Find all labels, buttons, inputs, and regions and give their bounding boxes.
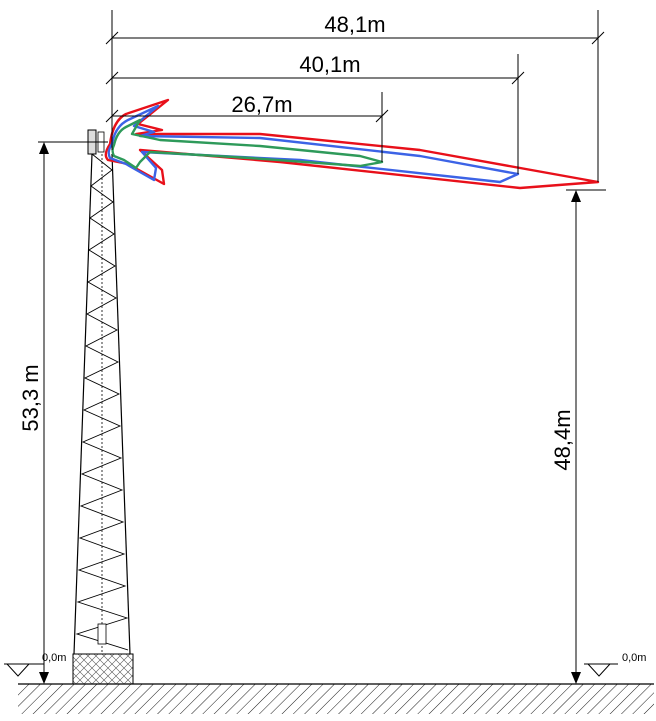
dim-label-green-width: 26,7m bbox=[231, 92, 292, 117]
dim-label-beam-end-height: 48,4m bbox=[550, 409, 575, 470]
beam-end-height-dimension bbox=[566, 189, 606, 684]
ground-hatch bbox=[18, 684, 654, 714]
tower-right-leg bbox=[111, 153, 131, 655]
tower-foundation bbox=[72, 653, 134, 685]
dim-label-blue-width: 40,1m bbox=[299, 52, 360, 77]
dim-40-tick-left bbox=[105, 71, 119, 85]
tower-height-arrow-down bbox=[39, 672, 49, 684]
dim-26-tick-left bbox=[105, 109, 119, 123]
tower-height-dimension bbox=[38, 141, 108, 684]
level-label-right: 0,0m bbox=[622, 652, 646, 664]
lattice-tower bbox=[72, 129, 134, 685]
ground bbox=[18, 683, 654, 714]
beam-pattern-red bbox=[104, 98, 600, 190]
beam-end-arrow-up bbox=[571, 190, 581, 202]
level-marker-left bbox=[4, 663, 44, 677]
dim-48-tick-left bbox=[105, 31, 119, 45]
beam-end-arrow-down bbox=[571, 672, 581, 684]
radiation-patterns bbox=[104, 98, 600, 190]
level-marker-right bbox=[584, 663, 618, 677]
dim-48-tick-right bbox=[591, 31, 605, 45]
dim-40-tick-right bbox=[511, 71, 525, 85]
tower-left-leg bbox=[73, 153, 93, 655]
beam-pattern-blue bbox=[107, 104, 520, 184]
tower-cabinet bbox=[97, 623, 107, 645]
dim-label-red-width: 48,1m bbox=[324, 12, 385, 37]
level-label-left: 0,0m bbox=[42, 652, 66, 664]
dim-26-tick-right bbox=[375, 109, 389, 123]
level-triangle-right bbox=[586, 663, 612, 677]
dim-label-tower-height: 53,3 m bbox=[18, 364, 43, 431]
horizontal-dimensions bbox=[105, 10, 605, 182]
beam-pattern-green bbox=[111, 118, 384, 170]
level-triangle-left bbox=[5, 663, 31, 677]
tower-height-arrow-up bbox=[39, 142, 49, 154]
tower-bracing bbox=[75, 153, 129, 651]
